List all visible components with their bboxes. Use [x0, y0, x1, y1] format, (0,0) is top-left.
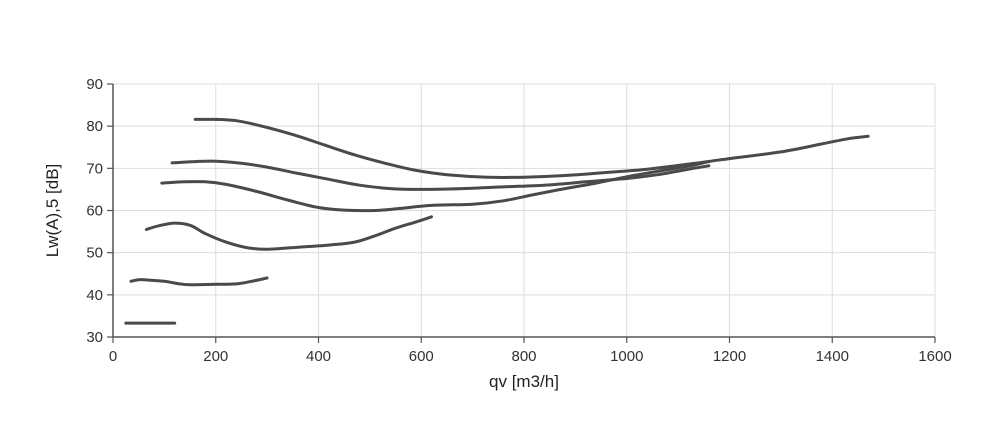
y-tick-label: 40 [86, 287, 103, 304]
y-tick-label: 90 [86, 76, 103, 93]
x-tick-label: 1200 [713, 348, 746, 365]
x-axis-title: qv [m3/h] [489, 372, 559, 391]
y-tick-label: 70 [86, 160, 103, 177]
x-tick-label: 0 [109, 348, 117, 365]
x-tick-label: 1000 [610, 348, 643, 365]
y-tick-label: 30 [86, 329, 103, 346]
y-axis-title: Lw(A),5 [dB] [43, 164, 62, 258]
series-line-6 [193, 117, 870, 179]
x-tick-label: 800 [511, 348, 536, 365]
series-line-3 [144, 215, 433, 251]
series-layer [124, 117, 870, 325]
series-line-5 [170, 159, 711, 191]
y-tick-label: 60 [86, 203, 103, 220]
y-tick-label: 50 [86, 245, 103, 262]
series-line-2 [129, 276, 269, 287]
x-tick-label: 200 [203, 348, 228, 365]
x-tick-label: 1600 [918, 348, 951, 365]
x-tick-label: 600 [409, 348, 434, 365]
y-tick-label: 80 [86, 118, 103, 135]
x-tick-label: 1400 [816, 348, 849, 365]
x-tick-label: 400 [306, 348, 331, 365]
tick-layer: 0 200 400 600 800 1000 1200 1400 1600 30 40 50 60 70 8… [86, 76, 951, 365]
